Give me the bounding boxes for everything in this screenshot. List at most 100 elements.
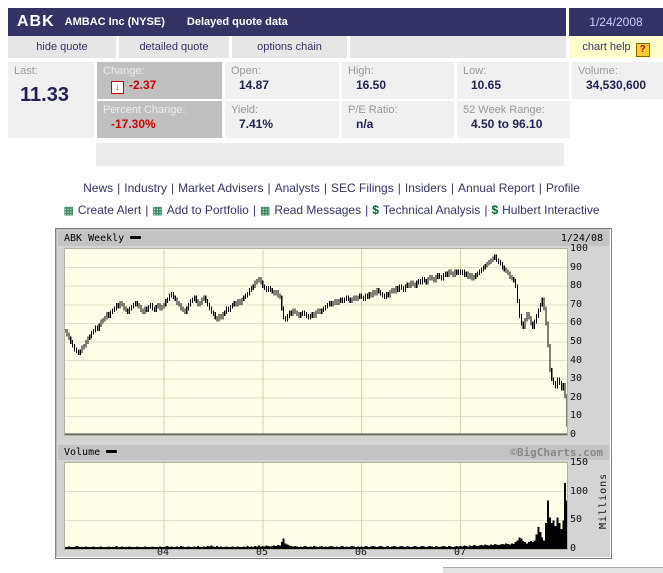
nav-link-news[interactable]: News [83,181,114,195]
price-y-axis-labels: 0 10 20 30 40 50 60 70 80 90 100 [570,243,600,440]
price-ytick-70: 70 [570,299,583,310]
volume-legend-swatch [106,450,118,453]
volume-chart-title: Volume [64,447,101,458]
pipe-separator: | [397,181,401,195]
quote-date: 1/24/2008 [589,15,643,29]
ticker-symbol: ABK [17,13,55,30]
tab-hide-quote[interactable]: hide quote [8,36,116,58]
tool-links-row: ▦ Create Alert | ▦ Add to Portfolio | ▦ Read Me… [0,203,663,217]
volume-ytick-150: 150 [570,457,589,468]
pe-ratio-value: n/a [356,117,374,131]
yield-cell: Yield: 7.41% [225,101,339,138]
change-label: Change: [103,65,145,77]
premium-dollar-icon: $ [372,203,379,217]
open-value: 14.87 [239,78,270,92]
price-ytick-30: 30 [570,373,583,384]
premium-dollar-icon: $ [491,203,499,217]
pe-ratio-cell: P/E Ratio: n/a [342,101,454,138]
x-axis-year-labels: 04 05 06 07 [56,547,609,558]
nav-link-industry[interactable]: Industry [124,181,167,195]
tab-options-chain[interactable]: options chain [232,36,347,58]
price-legend-swatch [130,236,142,239]
tab-row-filler [350,36,566,58]
last-cell: Last: 11.33 [8,62,94,138]
last-value: 11.33 [20,84,69,106]
percent-change-label: Percent Change: [103,104,186,116]
price-ytick-60: 60 [570,317,583,328]
volume-axis-unit-label: Millions [598,472,609,529]
tool-link-technical-analysis[interactable]: Technical Analysis [382,203,481,217]
question-mark-icon[interactable]: ? [635,43,650,57]
pipe-separator: | [170,181,175,195]
price-ytick-80: 80 [570,280,583,291]
volume-cell: Volume: 34,530,600 [572,62,663,99]
x-year-label-07: 07 [453,547,467,558]
price-ytick-100: 100 [570,243,589,254]
price-chart-svg [64,249,568,435]
pipe-separator: | [484,203,488,217]
volume-ytick-50: 50 [570,514,583,525]
percent-change-value: -17.30% [111,117,156,131]
partial-bottom-panel [443,567,663,573]
percent-change-cell: Percent Change: -17.30% [97,101,222,138]
pipe-separator: | [538,181,542,195]
price-chart-date: 1/24/08 [560,233,603,244]
down-arrow-icon: ↓ [111,81,124,94]
yield-label: Yield: [231,104,259,116]
pe-ratio-label: P/E Ratio: [348,104,398,116]
nav-link-analysts[interactable]: Analysts [274,181,320,195]
portfolio-grid-icon: ▦ [152,205,163,217]
volume-y-axis-labels: 0 50 100 150 [570,457,600,554]
last-label: Last: [14,65,38,77]
x-year-label-05: 05 [255,547,269,558]
nav-link-insiders[interactable]: Insiders [404,181,447,195]
tab-row: hide quote detailed quote options chain … [8,36,663,58]
price-ytick-50: 50 [570,336,583,347]
high-cell: High: 16.50 [342,62,454,99]
low-label: Low: [463,65,487,77]
tool-link-hulbert-interactive[interactable]: Hulbert Interactive [502,203,600,217]
quote-panel: Last: 11.33 Change: ↓ -2.37 Open: 14.87 H… [8,62,663,138]
high-label: High: [348,65,374,77]
low-cell: Low: 10.65 [457,62,569,99]
pipe-separator: | [252,203,256,217]
high-value: 16.50 [356,78,387,92]
title-bar-main: ABK AMBAC Inc (NYSE) Delayed quote data [8,8,564,36]
volume-ytick-100: 100 [570,486,589,497]
change-value: -2.37 [129,78,157,92]
company-name: AMBAC Inc (NYSE) [64,16,165,28]
nav-link-profile[interactable]: Profile [545,181,580,195]
price-ytick-10: 10 [570,410,583,421]
tool-link-add-to-portfolio[interactable]: Add to Portfolio [166,203,249,217]
nav-link-annual-report[interactable]: Annual Report [458,181,535,195]
change-cell: Change: ↓ -2.37 [97,62,222,99]
price-chart-title: ABK Weekly [64,233,125,244]
nav-link-sec-filings[interactable]: SEC Filings [331,181,394,195]
price-panel-header: ABK Weekly 1/24/08 [58,231,609,246]
price-ytick-20: 20 [570,392,583,403]
52-week-range-label: 52 Week Range: [463,104,545,116]
price-ytick-0: 0 [570,429,577,440]
chart-frame: ABK Weekly 1/24/08 0 10 20 30 40 50 60 70 80 90 10… [55,228,612,559]
portfolio-grid-icon: ▦ [63,205,74,217]
tool-link-read-messages[interactable]: Read Messages [274,203,362,217]
tab-detailed-quote[interactable]: detailed quote [119,36,229,58]
price-ytick-40: 40 [570,355,583,366]
price-plot-area [64,248,568,436]
nav-link-market-advisers[interactable]: Market Advisers [178,181,264,195]
52-week-range-cell: 52 Week Range: 4.50 to 96.10 [457,101,570,138]
bigcharts-watermark: ©BigCharts.com [510,446,603,459]
pipe-separator: | [267,181,271,195]
price-ytick-90: 90 [570,262,583,273]
tool-link-create-alert[interactable]: Create Alert [77,203,142,217]
pipe-separator: | [323,181,328,195]
volume-label: Volume: [578,65,618,77]
chart-help-button[interactable]: chart help? [569,36,663,58]
yield-value: 7.41% [239,117,274,131]
low-value: 10.65 [471,78,502,92]
volume-plot-area [64,462,568,550]
x-year-label-06: 06 [354,547,368,558]
volume-panel-header: Volume ©BigCharts.com [58,445,609,460]
pipe-separator: | [145,203,149,217]
pipe-separator: | [450,181,455,195]
